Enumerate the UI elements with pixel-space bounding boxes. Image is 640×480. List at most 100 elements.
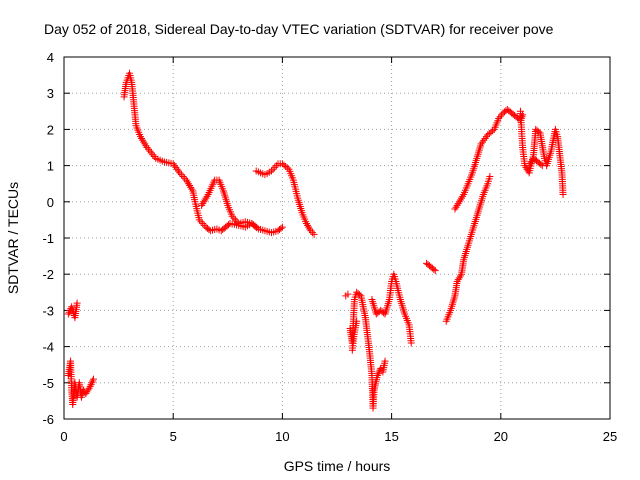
data-point <box>87 381 95 389</box>
data-point <box>141 140 149 148</box>
data-point <box>454 200 462 208</box>
data-point <box>407 339 415 347</box>
data-point <box>142 142 150 150</box>
data-point <box>182 176 190 184</box>
data-point <box>176 169 184 177</box>
data-point <box>480 136 488 144</box>
data-point <box>495 115 503 123</box>
data-point <box>88 379 96 387</box>
data-point <box>200 198 208 206</box>
data-point <box>559 191 567 199</box>
data-point <box>200 221 208 229</box>
data-point <box>233 218 241 226</box>
data-point <box>171 162 179 170</box>
data-point <box>144 145 152 153</box>
data-point <box>271 163 279 171</box>
y-tick-label: -5 <box>42 376 54 391</box>
data-point <box>73 299 81 307</box>
data-point <box>304 221 312 229</box>
data-point <box>381 357 389 365</box>
data-point <box>230 214 238 222</box>
data-point <box>251 222 259 230</box>
chart-title: Day 052 of 2018, Sidereal Day-to-day VTE… <box>44 21 554 37</box>
data-point <box>430 265 438 273</box>
data-point <box>181 174 189 182</box>
data-point <box>310 230 318 238</box>
data-point <box>452 203 460 211</box>
data-point <box>203 192 211 200</box>
x-tick-label: 10 <box>275 429 289 444</box>
data-point <box>451 205 459 213</box>
data-point <box>307 227 315 235</box>
data-point <box>179 172 187 180</box>
data-point <box>195 216 203 224</box>
data-point <box>538 162 546 170</box>
data-point <box>184 180 192 188</box>
data-point <box>177 171 185 179</box>
data-point <box>252 223 260 231</box>
data-point <box>305 223 313 231</box>
data-point <box>199 200 207 208</box>
data-point <box>455 198 463 206</box>
data-point <box>149 151 157 159</box>
data-point <box>526 160 534 168</box>
data-point <box>231 216 239 224</box>
y-tick-label: 3 <box>47 86 54 101</box>
data-point <box>373 372 381 380</box>
y-tick-label: -2 <box>42 267 54 282</box>
grid-layer <box>64 57 610 419</box>
y-tick-label: -1 <box>42 231 54 246</box>
data-point <box>228 212 236 220</box>
data-point <box>82 390 90 398</box>
x-axis-label: GPS time / hours <box>284 458 391 474</box>
data-marks-layer <box>64 69 567 412</box>
data-point <box>455 274 463 282</box>
data-point <box>535 128 543 136</box>
data-point <box>199 220 207 228</box>
data-point <box>138 134 146 142</box>
data-point <box>525 162 533 170</box>
data-point <box>173 165 181 173</box>
data-point <box>139 136 147 144</box>
data-point <box>201 196 209 204</box>
data-point <box>169 160 177 168</box>
data-point <box>277 224 285 232</box>
data-point <box>456 272 464 280</box>
data-point <box>186 182 194 190</box>
data-point <box>174 167 182 175</box>
data-point <box>481 134 489 142</box>
data-point <box>283 164 291 172</box>
data-point <box>188 185 196 193</box>
data-point <box>89 375 97 383</box>
data-point <box>150 153 158 161</box>
data-point <box>457 194 465 202</box>
x-tick-label: 15 <box>384 429 398 444</box>
data-point <box>477 140 485 148</box>
data-point <box>269 165 277 173</box>
y-tick-label: 1 <box>47 159 54 174</box>
data-point <box>147 149 155 157</box>
data-point <box>518 113 526 121</box>
data-point <box>143 144 151 151</box>
data-point <box>522 163 530 171</box>
data-point <box>136 133 144 141</box>
y-tick-label: 2 <box>47 122 54 137</box>
data-point <box>198 201 206 209</box>
ticks-layer: 0 5 10 15 20 25 -6 -5 -4 -3 -2 -1 0 1 2 3 4 <box>42 50 617 444</box>
data-point <box>267 167 275 175</box>
data-point <box>486 172 494 180</box>
data-point <box>431 267 439 275</box>
data-point <box>459 192 467 200</box>
data-point <box>202 194 210 202</box>
data-point <box>64 310 72 318</box>
data-point <box>183 178 191 186</box>
x-tick-label: 5 <box>170 429 177 444</box>
data-point <box>489 127 497 135</box>
data-point <box>85 384 93 392</box>
data-point <box>84 386 92 394</box>
y-tick-label: -3 <box>42 303 54 318</box>
data-point <box>146 147 154 155</box>
x-tick-label: 0 <box>60 429 67 444</box>
data-point <box>140 138 148 146</box>
data-point <box>454 276 462 284</box>
